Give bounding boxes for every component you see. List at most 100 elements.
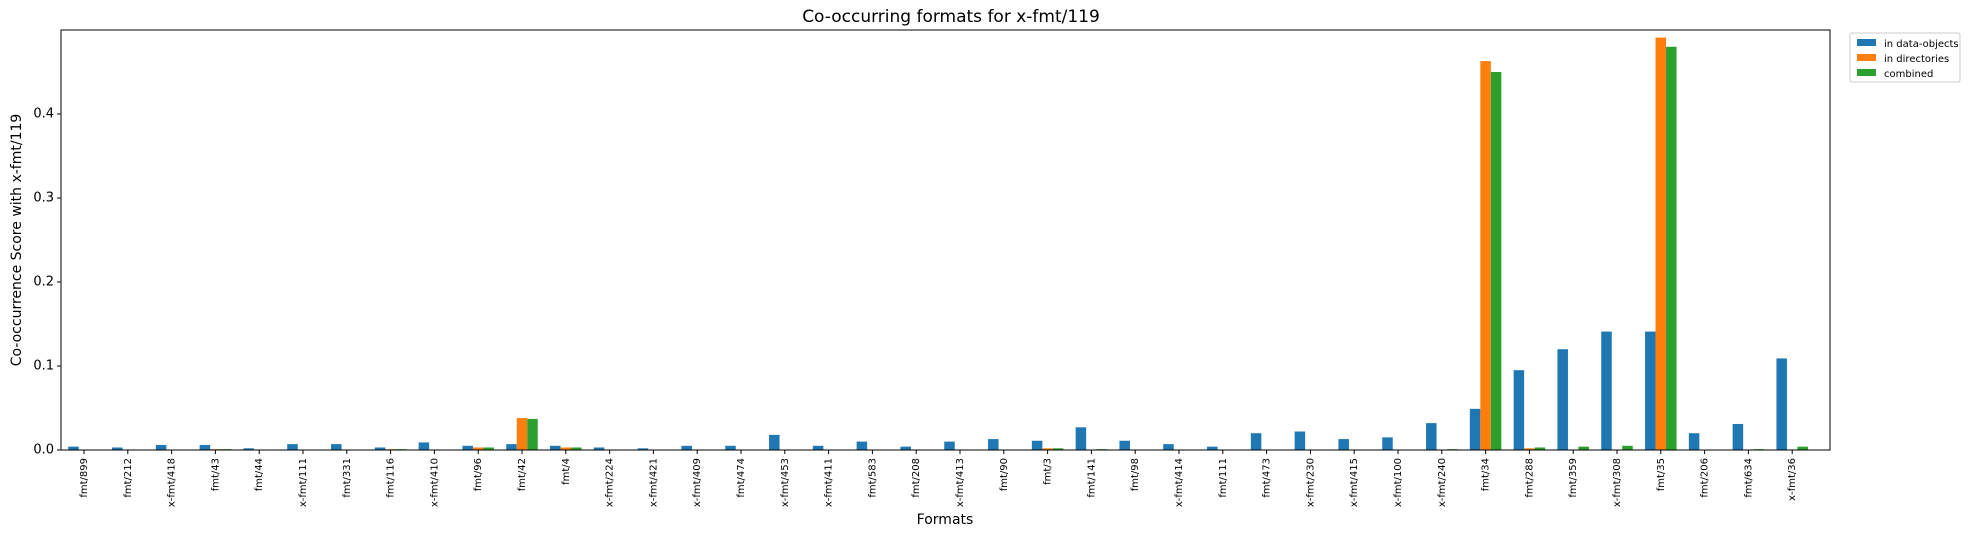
bar-1-x-fmt/240	[1426, 423, 1437, 450]
x-tick-label: fmt/212	[123, 458, 134, 498]
legend-frame	[1849, 32, 1961, 83]
x-tick-label: fmt/473	[1262, 458, 1273, 498]
x-tick-label: x-fmt/410	[429, 458, 440, 507]
bar-1-x-fmt/410	[418, 442, 430, 450]
bar-1-x-fmt/453	[769, 434, 780, 450]
x-tick-label: fmt/583	[867, 458, 878, 498]
bar-1-fmt/206	[1688, 433, 1700, 450]
bar-1-x-fmt/409	[681, 445, 692, 450]
bar-1-x-fmt/230	[1294, 431, 1306, 450]
bar-3-fmt/3	[1052, 448, 1064, 450]
x-tick-label: x-fmt/230	[1305, 458, 1316, 507]
y-axis-ticks: 0.0 0.1 0.2 0.3 0.4	[33, 107, 61, 458]
bar-1-fmt/4	[550, 445, 561, 450]
bar-1-x-fmt/224	[593, 447, 605, 450]
x-axis-label: Formats	[917, 512, 974, 528]
bar-2-fmt/42	[516, 418, 528, 450]
x-tick-label: x-fmt/418	[167, 458, 178, 507]
bar-1-x-fmt/308	[1601, 331, 1612, 450]
bar-1-x-fmt/421	[637, 448, 649, 450]
chart-title: Co-occurring formats for x-fmt/119	[802, 7, 1100, 27]
plot-area-frame	[60, 29, 1831, 451]
x-tick-label: fmt/634	[1743, 458, 1754, 498]
bar-1-x-fmt/36	[1776, 358, 1787, 450]
x-tick-label: x-fmt/414	[1174, 458, 1185, 507]
bar-1-fmt/96	[462, 445, 473, 450]
x-tick-label: fmt/44	[254, 458, 265, 491]
x-tick-label: fmt/4	[561, 458, 572, 485]
bar-1-x-fmt/415	[1338, 439, 1349, 450]
x-tick-label: fmt/90	[999, 458, 1010, 491]
bars-group	[68, 37, 1808, 451]
x-tick-label: x-fmt/413	[955, 458, 966, 507]
bar-1-fmt/43	[199, 444, 211, 450]
bar-3-x-fmt/36	[1797, 446, 1808, 450]
legend-swatch	[1857, 69, 1876, 76]
bar-3-fmt/288	[1534, 447, 1546, 450]
bar-1-fmt/35	[1645, 331, 1656, 450]
bar-1-fmt/116	[374, 447, 386, 450]
x-tick-label: x-fmt/240	[1437, 458, 1448, 507]
x-tick-label: fmt/474	[736, 458, 747, 498]
x-tick-label: x-fmt/409	[692, 458, 703, 507]
bar-1-fmt/34	[1469, 408, 1481, 450]
x-tick-label: x-fmt/36	[1787, 458, 1798, 501]
x-tick-label: x-fmt/100	[1393, 458, 1404, 507]
bar-1-fmt/98	[1119, 440, 1130, 450]
bar-2-fmt/3	[1042, 448, 1053, 450]
x-tick-label: fmt/3	[1043, 458, 1054, 485]
bar-1-fmt/899	[68, 446, 79, 450]
x-tick-label: fmt/96	[473, 458, 484, 491]
x-axis-ticks: fmt/899 fmt/212 x-fmt/418 fmt/43 fmt/44 x-fmt…	[79, 450, 1798, 507]
bar-1-fmt/208	[900, 446, 911, 450]
bar-1-fmt/583	[856, 441, 868, 450]
x-tick-label: fmt/206	[1700, 458, 1711, 498]
x-tick-label: x-fmt/453	[780, 458, 791, 507]
bar-3-fmt/34	[1490, 72, 1502, 450]
x-tick-label: x-fmt/308	[1612, 458, 1623, 507]
x-tick-label: x-fmt/415	[1349, 458, 1360, 507]
bar-1-fmt/111	[1207, 446, 1218, 450]
bar-1-x-fmt/100	[1382, 437, 1393, 450]
x-tick-label: fmt/111	[1218, 458, 1229, 498]
y-tick-label: 0.2	[33, 275, 54, 290]
bar-1-x-fmt/418	[155, 444, 167, 450]
bar-1-x-fmt/414	[1163, 444, 1174, 450]
x-tick-label: fmt/116	[386, 458, 397, 498]
bar-3-fmt/4	[571, 447, 582, 450]
y-tick-label: 0.0	[33, 443, 54, 458]
bar-1-fmt/141	[1075, 427, 1087, 450]
bar-2-fmt/288	[1524, 448, 1535, 450]
bar-1-fmt/288	[1513, 370, 1525, 450]
x-tick-label: x-fmt/411	[824, 458, 835, 507]
bar-3-fmt/35	[1666, 46, 1677, 451]
x-tick-label: fmt/35	[1656, 458, 1667, 491]
x-tick-label: fmt/331	[342, 458, 353, 498]
legend-label: in data-objects	[1884, 39, 1959, 50]
x-tick-label: fmt/34	[1481, 458, 1492, 491]
bar-1-x-fmt/411	[812, 445, 824, 450]
bar-3-fmt/359	[1578, 446, 1589, 450]
bar-1-fmt/474	[725, 445, 736, 450]
bar-1-fmt/473	[1250, 433, 1262, 450]
bar-1-fmt/90	[988, 439, 999, 450]
x-tick-label: fmt/141	[1086, 458, 1097, 498]
bar-1-fmt/212	[112, 447, 123, 450]
y-axis-label: Co-occurrence Score with x-fmt/119	[9, 114, 25, 367]
x-tick-label: fmt/899	[79, 458, 90, 498]
bar-1-fmt/42	[506, 444, 517, 450]
x-tick-label: fmt/98	[1130, 458, 1141, 491]
bar-1-fmt/634	[1732, 423, 1744, 450]
bar-1-fmt/44	[243, 448, 254, 450]
bar-1-fmt/359	[1557, 349, 1568, 450]
y-tick-label: 0.1	[33, 359, 54, 374]
x-tick-label: fmt/208	[911, 458, 922, 498]
bar-3-x-fmt/308	[1622, 445, 1633, 450]
x-tick-label: fmt/288	[1524, 458, 1535, 498]
legend-label: combined	[1884, 69, 1933, 80]
bar-1-x-fmt/413	[944, 441, 955, 450]
legend-swatch	[1857, 39, 1876, 46]
bar-1-x-fmt/111	[287, 444, 298, 450]
legend: in data-objects in directories combined	[1849, 32, 1961, 83]
